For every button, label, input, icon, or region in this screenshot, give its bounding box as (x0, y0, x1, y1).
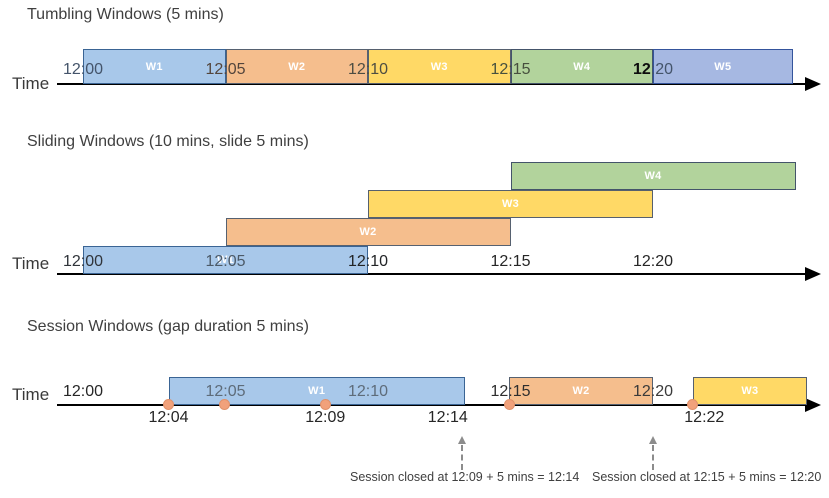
event-time-label: 12:22 (684, 409, 725, 426)
axis-arrowhead-icon (805, 398, 821, 412)
window-label-w3: W3 (741, 385, 759, 397)
axis-tick-label: 12:10 (347, 61, 389, 78)
event-dot (218, 399, 230, 410)
window-label-w4: W4 (644, 170, 662, 182)
axis-tick-label: 12:00 (62, 61, 104, 78)
event-dot (163, 399, 174, 410)
window-label-w2: W2 (572, 385, 590, 397)
window-label-w2: W2 (359, 226, 377, 238)
axis-tick-label-part: 12 (632, 61, 651, 78)
axis-tick-label: 12:05 (205, 383, 246, 400)
axis-tick-label: 12:00 (62, 253, 104, 270)
window-w3: W3 (368, 49, 511, 84)
section-title-session: Session Windows (gap duration 5 mins) (27, 318, 309, 335)
event-time-label: 12:14 (427, 409, 468, 426)
section-title-tumbling: Tumbling Windows (5 mins) (27, 6, 224, 23)
time-axis-label: Time (12, 74, 50, 93)
axis-tick-label: 12:20 (632, 253, 674, 270)
time-axis-label: Time (12, 385, 50, 404)
window-label-w3: W3 (430, 60, 448, 73)
window-label-w1: W1 (308, 385, 326, 397)
axis-tick-label: 12:15 (490, 253, 531, 270)
window-label-w5: W5 (714, 60, 732, 73)
axis-tick-label: 12:10 (347, 253, 389, 270)
axis-tick-label: 12:05 (205, 61, 246, 78)
axis-tick-label: 12:10 (347, 383, 389, 400)
window-w2: W2 (509, 377, 653, 405)
window-label-w1: W1 (216, 254, 235, 266)
annotation-text: Session closed at 12:15 + 5 mins = 12:20 (592, 470, 822, 484)
section-title-sliding: Sliding Windows (10 mins, slide 5 mins) (27, 133, 309, 150)
axis-tick-label-part: :20 (650, 61, 674, 78)
time-axis-line (57, 404, 806, 406)
axis-tick-label: 12:15 (490, 383, 531, 400)
axis-tick-label: 12:15 (490, 61, 531, 78)
window-w1: W1 (83, 49, 226, 84)
session-close-arrow-icon (458, 436, 467, 444)
window-w3: W3 (692, 377, 807, 405)
axis-arrowhead-icon (805, 267, 821, 281)
window-w4: W4 (510, 49, 653, 84)
window-label-w2: W2 (288, 60, 306, 73)
time-axis-line (57, 273, 806, 275)
window-w2: W2 (225, 49, 368, 84)
event-time-label: 12:04 (148, 409, 189, 426)
window-w1: W1 (168, 377, 465, 405)
axis-tick-label: 12:20 (632, 383, 674, 400)
window-label-w3: W3 (501, 198, 520, 210)
axis-arrowhead-icon (805, 77, 821, 91)
session-close-arrow-stem (461, 445, 464, 470)
window-label-w1: W1 (145, 60, 163, 73)
session-close-arrow-stem (652, 445, 654, 470)
annotation-text: Session closed at 12:09 + 5 mins = 12:14 (350, 470, 580, 484)
window-label-w4: W4 (573, 60, 591, 73)
time-axis-label: Time (12, 254, 50, 273)
event-time-label: 12:09 (305, 409, 346, 426)
window-w4: W4 (510, 162, 796, 190)
window-w2: W2 (225, 218, 511, 246)
axis-tick-label: 12:05 (205, 253, 246, 270)
event-dot (319, 399, 331, 410)
window-w3: W3 (368, 190, 653, 218)
event-dot (687, 399, 699, 410)
axis-tick-label: 12:20 (618, 62, 688, 78)
session-close-arrow-icon (649, 436, 657, 444)
window-w5: W5 (653, 49, 793, 84)
time-axis-line (57, 83, 806, 85)
axis-tick-label: 12:00 (62, 383, 104, 400)
event-dot (503, 399, 515, 410)
window-w1: W1 (83, 246, 368, 274)
